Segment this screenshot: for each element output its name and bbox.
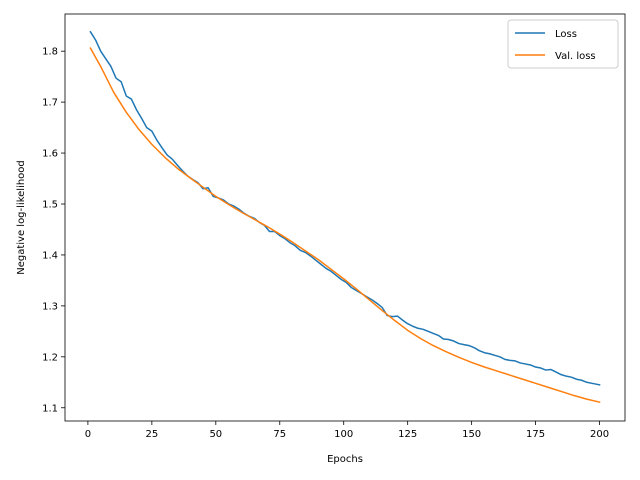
series-line-val-loss (89, 47, 601, 404)
x-tick-label: 50 (209, 429, 222, 440)
x-tick-label: 25 (145, 429, 158, 440)
plot-area (65, 14, 625, 421)
legend-label-val-loss: Val. loss (555, 51, 596, 62)
y-tick-label: 1.3 (42, 301, 58, 312)
x-tick-label: 0 (85, 429, 91, 440)
series-line-loss (89, 30, 601, 386)
y-tick-label: 1.1 (42, 403, 58, 414)
legend: Loss Val. loss (507, 19, 619, 69)
series-layer (89, 30, 601, 404)
x-tick-label: 100 (334, 429, 353, 440)
x-tick-label: 200 (590, 429, 609, 440)
x-tick-label: 75 (273, 429, 286, 440)
legend-box (507, 19, 619, 69)
y-tick-label: 1.2 (42, 352, 58, 363)
y-tick-label: 1.8 (42, 47, 58, 58)
x-tick-label: 125 (398, 429, 417, 440)
y-tick-label: 1.4 (42, 250, 58, 261)
y-axis-label: Negative log-likelihood (16, 160, 27, 275)
x-tick-label: 175 (526, 429, 545, 440)
y-tick-label: 1.7 (42, 98, 58, 109)
x-axis-ticks: 0 25 50 75 100 125 150 175 200 (85, 421, 609, 440)
y-tick-label: 1.5 (42, 200, 58, 211)
y-axis-ticks: 1.1 1.2 1.3 1.4 1.5 1.6 1.7 1.8 (42, 47, 65, 414)
y-tick-label: 1.6 (42, 149, 58, 160)
x-axis-label: Epochs (327, 454, 363, 465)
plot-frame (64, 13, 626, 422)
x-tick-label: 150 (462, 429, 481, 440)
legend-label-loss: Loss (555, 29, 577, 40)
